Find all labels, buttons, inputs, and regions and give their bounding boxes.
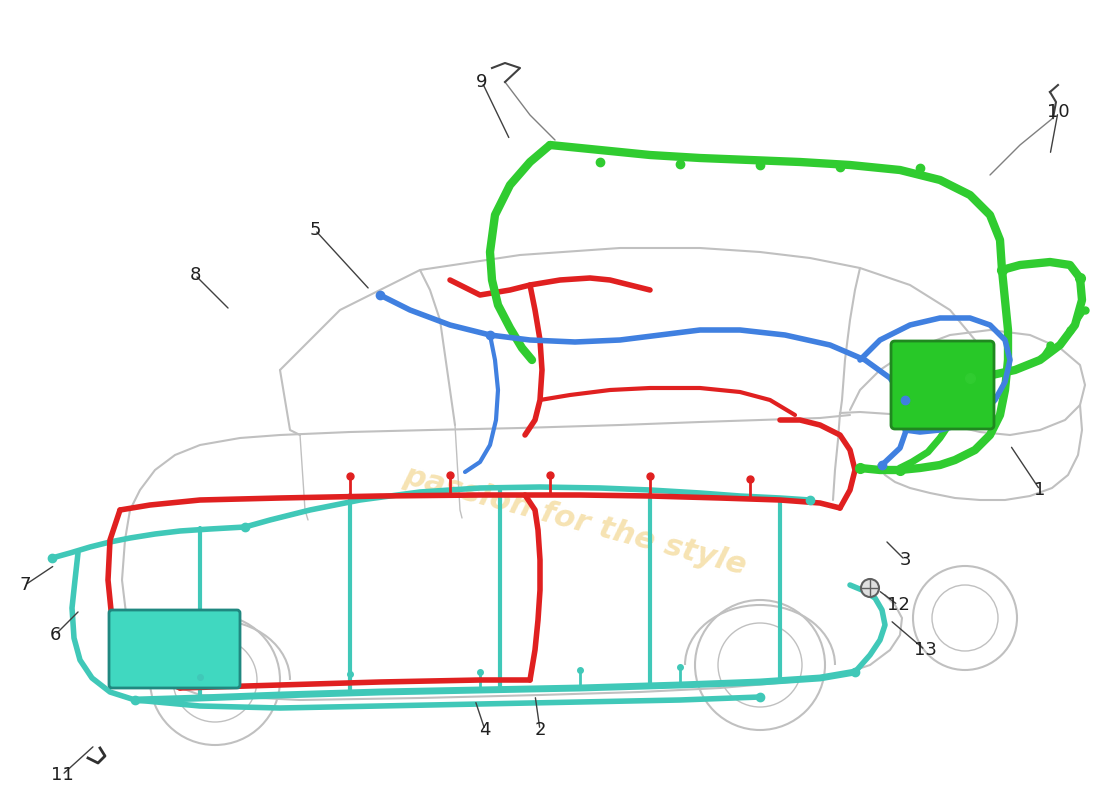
Text: 6: 6 [50,626,60,644]
Text: 5: 5 [309,221,321,239]
Text: 3: 3 [900,551,911,569]
Text: 12: 12 [887,596,910,614]
FancyBboxPatch shape [891,341,994,429]
Text: 10: 10 [1047,103,1069,121]
Text: 8: 8 [189,266,200,284]
Text: 9: 9 [476,73,487,91]
Text: passion for the style: passion for the style [400,462,749,581]
FancyBboxPatch shape [109,610,240,688]
Text: 13: 13 [914,641,936,659]
Text: 7: 7 [20,576,31,594]
Circle shape [861,579,879,597]
Text: 11: 11 [51,766,74,784]
Text: 1: 1 [1034,481,1046,499]
Text: 4: 4 [480,721,491,739]
Text: 2: 2 [535,721,546,739]
